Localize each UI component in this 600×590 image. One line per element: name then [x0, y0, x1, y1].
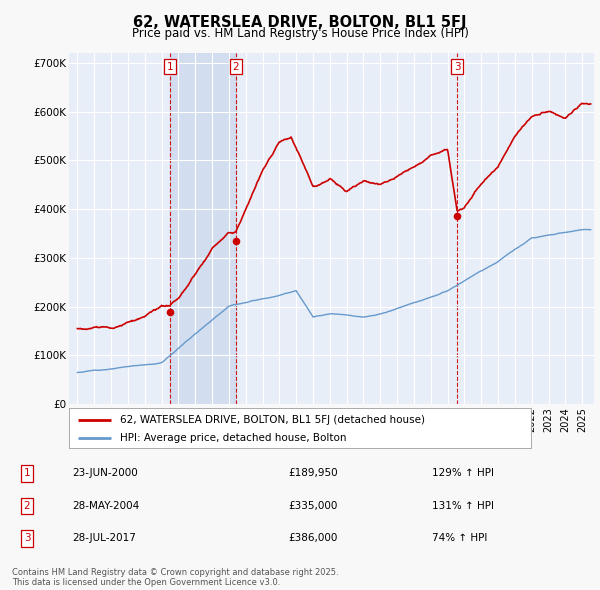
- Text: 74% ↑ HPI: 74% ↑ HPI: [432, 533, 487, 543]
- Text: Contains HM Land Registry data © Crown copyright and database right 2025.
This d: Contains HM Land Registry data © Crown c…: [12, 568, 338, 587]
- Text: £386,000: £386,000: [288, 533, 337, 543]
- Point: [165, 307, 175, 316]
- Point: [231, 236, 241, 245]
- Text: Price paid vs. HM Land Registry's House Price Index (HPI): Price paid vs. HM Land Registry's House …: [131, 27, 469, 40]
- Point: [452, 211, 462, 221]
- Text: 1: 1: [23, 468, 31, 478]
- Text: 129% ↑ HPI: 129% ↑ HPI: [432, 468, 494, 478]
- Text: HPI: Average price, detached house, Bolton: HPI: Average price, detached house, Bolt…: [120, 434, 346, 443]
- Text: £335,000: £335,000: [288, 501, 337, 511]
- Text: 2: 2: [23, 501, 31, 511]
- Text: 62, WATERSLEA DRIVE, BOLTON, BL1 5FJ (detached house): 62, WATERSLEA DRIVE, BOLTON, BL1 5FJ (de…: [120, 415, 425, 425]
- Text: 3: 3: [454, 62, 461, 72]
- Bar: [170, 53, 236, 404]
- Text: 28-MAY-2004: 28-MAY-2004: [72, 501, 139, 511]
- Text: 28-JUL-2017: 28-JUL-2017: [72, 533, 136, 543]
- Text: 23-JUN-2000: 23-JUN-2000: [72, 468, 138, 478]
- Text: 1: 1: [166, 62, 173, 72]
- Text: 62, WATERSLEA DRIVE, BOLTON, BL1 5FJ: 62, WATERSLEA DRIVE, BOLTON, BL1 5FJ: [133, 15, 467, 30]
- Text: 2: 2: [232, 62, 239, 72]
- Text: £189,950: £189,950: [288, 468, 338, 478]
- Text: 131% ↑ HPI: 131% ↑ HPI: [432, 501, 494, 511]
- Text: 3: 3: [23, 533, 31, 543]
